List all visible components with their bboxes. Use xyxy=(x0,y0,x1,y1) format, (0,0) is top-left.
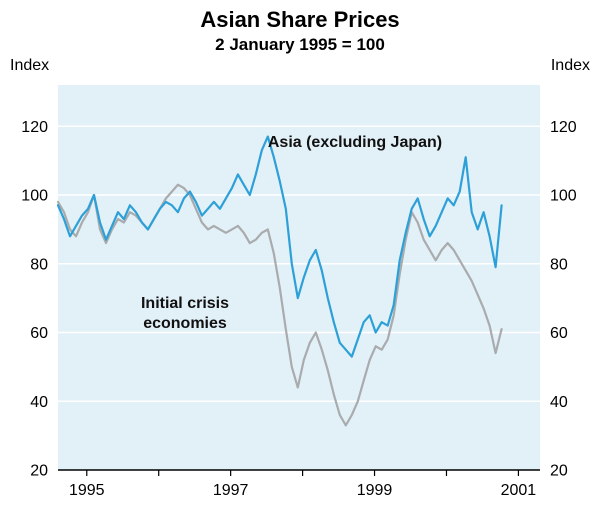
y-axis-label-right: Index xyxy=(550,57,590,74)
y-axis-label-left: Index xyxy=(10,57,50,74)
x-tick-label-1995: 1995 xyxy=(69,482,105,499)
y-tick-label-left-20: 20 xyxy=(30,463,48,480)
x-tick-label-1999: 1999 xyxy=(357,482,393,499)
series-label-initial-crisis-economies: Initial crisis economies xyxy=(140,295,230,332)
y-tick-label-left-80: 80 xyxy=(30,256,48,273)
series-line-asia-excluding-japan- xyxy=(56,135,503,358)
y-tick-label-right-40: 40 xyxy=(550,394,568,411)
y-tick-label-right-100: 100 xyxy=(550,188,577,205)
series-line-initial-crisis-economies xyxy=(56,183,503,427)
y-tick-label-left-60: 60 xyxy=(30,325,48,342)
y-tick-label-right-20: 20 xyxy=(550,463,568,480)
y-tick-label-right-80: 80 xyxy=(550,256,568,273)
y-tick-label-left-100: 100 xyxy=(21,188,48,205)
plot-background xyxy=(58,85,540,470)
x-tick-label-1997: 1997 xyxy=(213,482,249,499)
x-tick-label-2001: 2001 xyxy=(501,482,537,499)
chart-title: Asian Share Prices xyxy=(200,7,400,32)
y-tick-label-left-120: 120 xyxy=(21,119,48,136)
y-tick-label-right-120: 120 xyxy=(550,119,577,136)
y-tick-label-right-60: 60 xyxy=(550,325,568,342)
series-label-asia-excluding-japan: Asia (excluding Japan) xyxy=(267,134,443,151)
chart-subtitle: 2 January 1995 = 100 xyxy=(215,35,385,54)
y-tick-label-left-40: 40 xyxy=(30,394,48,411)
